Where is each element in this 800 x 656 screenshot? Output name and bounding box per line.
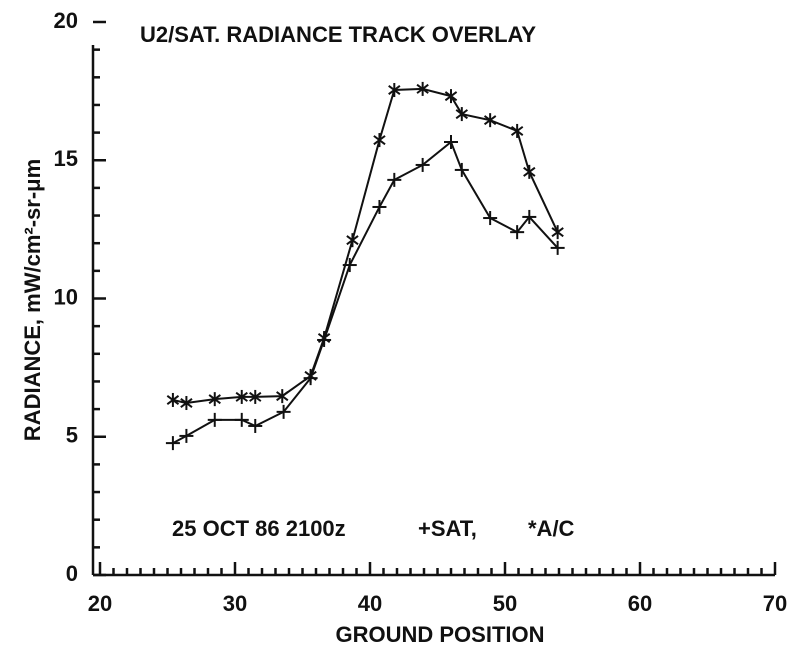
marker — [180, 396, 193, 411]
y-tick-label: 20 — [54, 8, 78, 33]
marker — [166, 392, 180, 407]
marker — [304, 368, 317, 383]
marker — [522, 209, 537, 224]
marker — [415, 157, 430, 172]
marker — [483, 113, 497, 128]
x-tick-label: 20 — [88, 591, 112, 616]
marker — [346, 233, 359, 248]
marker — [276, 389, 289, 404]
x-tick-label: 60 — [628, 591, 652, 616]
x-tick-label: 40 — [358, 591, 382, 616]
marker — [249, 389, 262, 404]
marker — [551, 225, 564, 240]
y-tick-label: 0 — [66, 561, 78, 586]
marker — [550, 240, 565, 255]
marker — [388, 83, 401, 98]
marker — [510, 225, 525, 240]
marker — [510, 123, 524, 138]
marker — [234, 412, 249, 427]
marker — [444, 135, 458, 150]
marker — [372, 199, 387, 214]
y-tick-label: 5 — [66, 423, 78, 448]
marker — [483, 211, 498, 226]
marker — [179, 428, 194, 443]
y-axis-label: RADIANCE, mW/cm²-sr-μm — [20, 159, 45, 441]
marker — [416, 81, 429, 96]
x-tick-label: 70 — [763, 591, 787, 616]
legend-entry: *A/C — [528, 516, 575, 541]
marker — [444, 89, 458, 104]
legend-entry: +SAT, — [418, 516, 477, 541]
marker — [317, 331, 331, 346]
x-tick-label: 30 — [223, 591, 247, 616]
x-tick-label: 50 — [493, 591, 517, 616]
annotation: 25 OCT 86 2100z — [172, 516, 346, 541]
series-line — [172, 87, 559, 405]
marker — [208, 392, 221, 407]
marker — [373, 133, 386, 148]
marker — [248, 418, 263, 433]
marker — [387, 172, 402, 187]
marker — [523, 164, 536, 179]
marker — [455, 107, 468, 122]
y-tick-label: 15 — [54, 146, 78, 171]
chart-title: U2/SAT. RADIANCE TRACK OVERLAY — [140, 22, 536, 47]
marker — [165, 436, 180, 451]
marker — [207, 412, 222, 427]
marker — [235, 389, 248, 404]
x-axis-label: GROUND POSITION — [335, 622, 544, 647]
y-tick-label: 10 — [54, 284, 78, 309]
marker — [454, 162, 469, 177]
marker — [276, 404, 291, 419]
